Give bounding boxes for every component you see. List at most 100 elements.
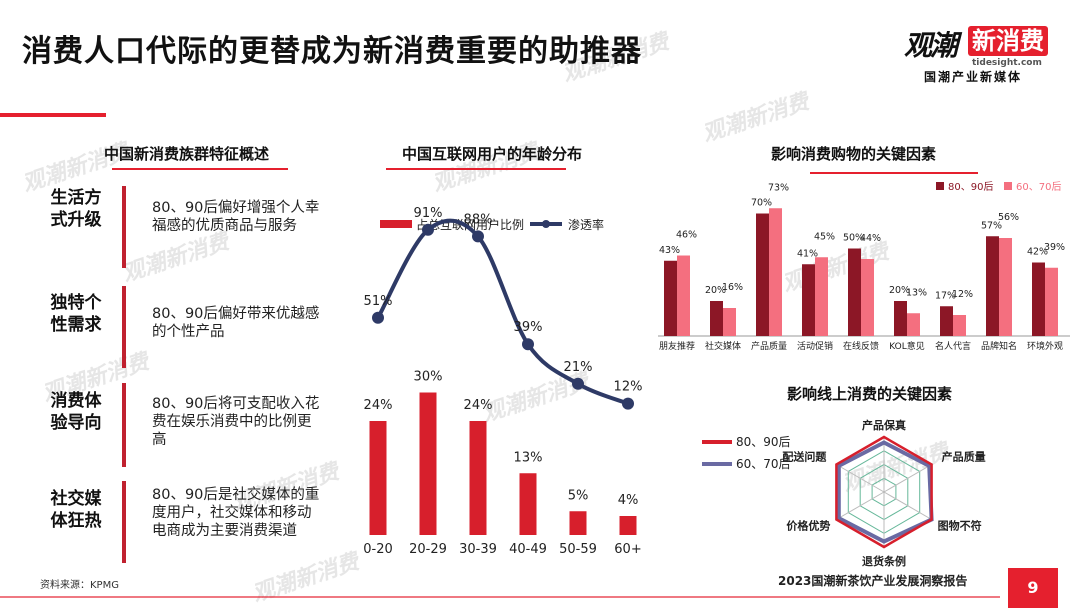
bar bbox=[723, 308, 736, 336]
age-chart-title: 中国互联网用户的年龄分布 bbox=[402, 145, 583, 163]
line-value-label: 91% bbox=[414, 206, 443, 221]
title-underline bbox=[0, 113, 106, 117]
bar-value-label: 5% bbox=[568, 488, 589, 503]
bar bbox=[710, 301, 723, 336]
bar-value-label: 4% bbox=[618, 493, 639, 508]
x-tick-label: 20-29 bbox=[409, 542, 447, 557]
bar-value-label: 16% bbox=[722, 282, 743, 293]
bar bbox=[802, 264, 815, 336]
bar bbox=[677, 255, 690, 336]
radar-spoke bbox=[836, 464, 885, 493]
x-tick-label: 30-39 bbox=[459, 542, 497, 557]
x-tick-label: 在线反馈 bbox=[843, 340, 879, 352]
x-tick-label: 50-59 bbox=[559, 542, 597, 557]
bar-value-label: 43% bbox=[659, 245, 680, 256]
bar bbox=[619, 516, 637, 535]
line-value-label: 88% bbox=[464, 212, 493, 227]
legend-label-line: 渗透率 bbox=[568, 217, 604, 232]
watermark: 观潮新消费 bbox=[699, 89, 812, 148]
feature-category: 生活方式升级 bbox=[50, 188, 102, 230]
radar-axis-label: 图物不符 bbox=[938, 519, 982, 533]
brand-site: tidesight.com bbox=[972, 58, 1042, 68]
bar bbox=[907, 313, 920, 336]
x-tick-label: 40-49 bbox=[509, 542, 547, 557]
age-chart-title-rule bbox=[386, 168, 566, 170]
legend-swatch bbox=[1004, 182, 1012, 190]
page-number: 9 bbox=[1008, 568, 1058, 608]
bar-value-label: 44% bbox=[860, 233, 881, 244]
radar-series bbox=[835, 435, 933, 549]
feature-category: 社交媒体狂热 bbox=[50, 489, 102, 531]
bar-value-label: 20% bbox=[889, 285, 910, 296]
feature-category: 消费体验导向 bbox=[50, 391, 102, 433]
purchase-factors-chart: 80、90后 60、70后43%46%朋友推荐20%16%社交媒体70%73%产品… bbox=[658, 181, 1070, 352]
bar bbox=[419, 392, 437, 535]
radar-axis-label: 产品质量 bbox=[942, 450, 986, 464]
brand-name-part1: 观潮 bbox=[904, 29, 958, 62]
bar bbox=[1032, 262, 1045, 336]
online-chart-title: 影响线上消费的关键因素 bbox=[787, 385, 953, 403]
feature-description: 80、90后将可支配收入花费在娱乐消费中的比例更高 bbox=[152, 396, 320, 448]
bar-value-label: 17% bbox=[935, 290, 956, 301]
bar-value-label: 41% bbox=[797, 248, 818, 259]
radar-axis-label: 配送问题 bbox=[782, 450, 827, 464]
line-value-label: 39% bbox=[514, 320, 543, 335]
bar bbox=[769, 208, 782, 336]
factors-chart-title-rule bbox=[810, 172, 978, 174]
legend-label: 80、90后 bbox=[948, 181, 993, 193]
x-tick-label: 社交媒体 bbox=[705, 340, 741, 352]
feature-divider bbox=[122, 186, 126, 268]
age-distribution-chart: 占总互联网用户比例 渗透率24%0-2030%20-2924%30-3913%40… bbox=[363, 206, 642, 557]
line-point bbox=[622, 397, 634, 410]
line-point bbox=[572, 377, 584, 390]
bar-value-label: 57% bbox=[981, 220, 1002, 231]
x-tick-label: 0-20 bbox=[363, 542, 393, 557]
bar bbox=[519, 473, 537, 535]
radar-spoke bbox=[883, 464, 932, 493]
x-tick-label: 活动促销 bbox=[797, 340, 833, 352]
bar bbox=[953, 315, 966, 336]
line-point bbox=[522, 338, 534, 351]
x-tick-label: 品牌知名 bbox=[981, 340, 1017, 352]
bar-value-label: 45% bbox=[814, 231, 835, 242]
bar-value-label: 12% bbox=[952, 289, 973, 300]
legend-label: 80、90后 bbox=[736, 435, 791, 449]
radar-series bbox=[836, 440, 934, 544]
legend-label: 60、70后 bbox=[736, 457, 791, 471]
report-title: 2023国潮新茶饮产业发展洞察报告 bbox=[778, 574, 968, 588]
brand-logo: 观潮 新消费 tidesight.com 国潮产业新媒体 bbox=[880, 18, 1060, 88]
line-point bbox=[472, 230, 484, 243]
line-value-label: 21% bbox=[564, 360, 593, 375]
x-tick-label: 环境外观 bbox=[1027, 340, 1063, 352]
bar bbox=[569, 511, 587, 535]
feature-description: 80、90后偏好增强个人幸福感的优质商品与服务 bbox=[152, 200, 320, 234]
bar-value-label: 39% bbox=[1044, 242, 1065, 253]
feature-divider bbox=[122, 481, 126, 563]
bar bbox=[999, 238, 1012, 336]
x-tick-label: 名人代言 bbox=[935, 340, 971, 352]
bar bbox=[894, 301, 907, 336]
bar bbox=[940, 306, 953, 336]
x-tick-label: 朋友推荐 bbox=[659, 340, 695, 352]
bar-value-label: 46% bbox=[676, 230, 697, 241]
radar-axis-label: 退货条例 bbox=[862, 554, 906, 568]
feature-divider bbox=[122, 383, 126, 467]
bar-value-label: 50% bbox=[843, 233, 864, 244]
bar-value-label: 20% bbox=[705, 285, 726, 296]
watermark: 观潮新消费 bbox=[249, 549, 362, 608]
radar-spoke bbox=[836, 491, 885, 520]
line-value-label: 51% bbox=[364, 294, 393, 309]
legend-marker-line bbox=[542, 220, 550, 228]
bar-value-label: 24% bbox=[364, 398, 393, 413]
legend-label: 60、70后 bbox=[1016, 181, 1061, 193]
bar-value-label: 13% bbox=[514, 450, 543, 465]
x-tick-label: 产品质量 bbox=[751, 340, 787, 352]
line-point bbox=[372, 311, 384, 324]
bar bbox=[469, 421, 487, 535]
bar-value-label: 30% bbox=[414, 370, 443, 385]
factors-chart-title: 影响消费购物的关键因素 bbox=[771, 145, 937, 163]
bar bbox=[664, 260, 677, 336]
feature-description: 80、90后偏好带来优越感的个性产品 bbox=[152, 306, 320, 340]
features-title-rule bbox=[112, 168, 288, 170]
